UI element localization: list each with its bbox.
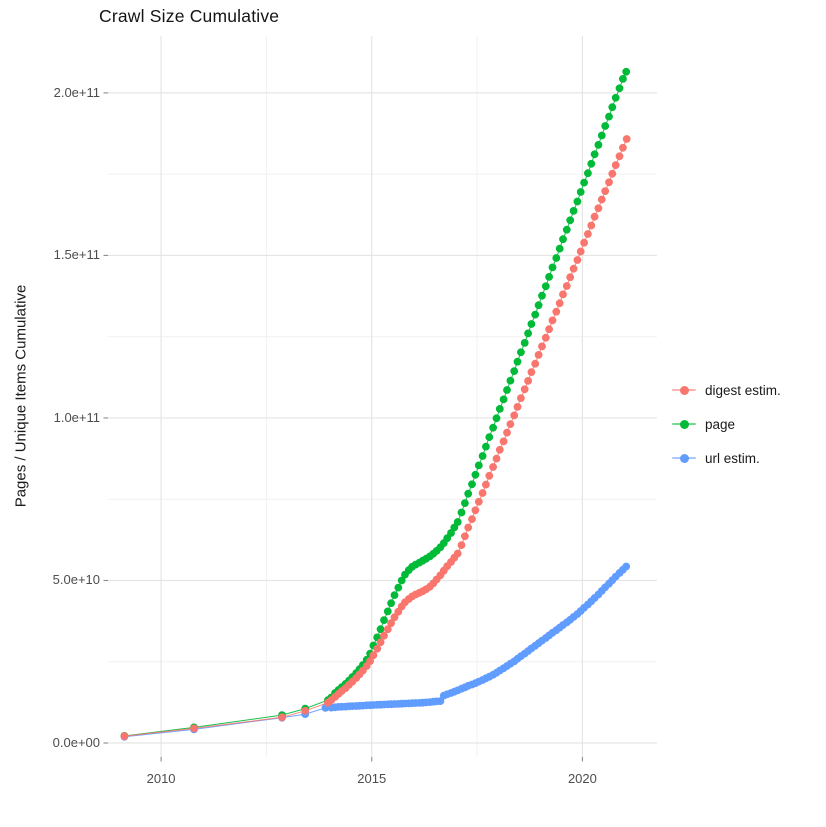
legend: digest estim. page url estim. [671,379,781,469]
legend-key-dot-icon [671,379,697,401]
legend-label: page [705,416,736,432]
legend-key-dot-icon [671,413,697,435]
legend-label: url estim. [705,450,760,466]
legend-item-url-estim: url estim. [671,447,781,469]
x-tick-label: 2010 [146,771,176,786]
legend-item-page: page [671,413,781,435]
y-tick-label: 5.0e+10 [52,572,100,588]
plot-panel [103,36,657,762]
chart-canvas [103,36,657,762]
chart-title: Crawl Size Cumulative [99,6,280,26]
y-tick-label: 0.0e+00 [52,735,100,751]
y-axis-title: Pages / Unique Items Cumulative [12,284,30,508]
x-tick-label: 2015 [357,771,387,786]
x-tick-label: 2020 [567,771,597,786]
y-tick-label: 2.0e+11 [53,84,100,100]
legend-label: digest estim. [705,382,781,398]
legend-key-dot-icon [671,447,697,469]
y-tick-label: 1.5e+11 [53,247,100,263]
legend-item-digest-estim: digest estim. [671,379,781,401]
y-tick-label: 1.0e+11 [53,409,100,425]
